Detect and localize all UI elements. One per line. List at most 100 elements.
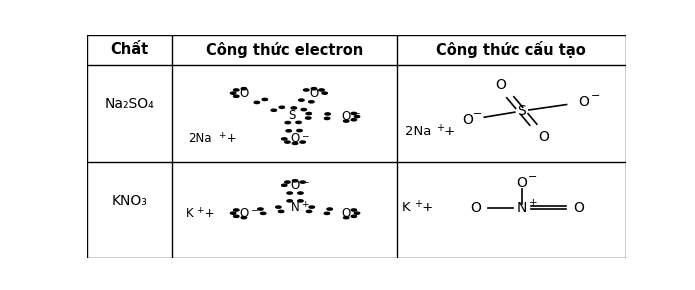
Circle shape xyxy=(309,101,314,103)
Text: −: − xyxy=(591,91,600,101)
Text: +: + xyxy=(414,199,423,209)
Text: O: O xyxy=(342,110,351,123)
Text: S: S xyxy=(288,109,296,122)
Circle shape xyxy=(325,117,330,119)
Circle shape xyxy=(291,107,297,109)
Text: O: O xyxy=(342,207,351,220)
Text: +: + xyxy=(201,207,214,220)
Circle shape xyxy=(351,112,357,115)
Circle shape xyxy=(258,208,263,210)
Circle shape xyxy=(287,192,293,194)
Text: K: K xyxy=(402,201,411,214)
Circle shape xyxy=(286,130,291,132)
Circle shape xyxy=(285,181,290,183)
Circle shape xyxy=(297,192,303,194)
Circle shape xyxy=(351,119,357,121)
Text: +: + xyxy=(530,198,538,208)
Text: Na₂SO₄: Na₂SO₄ xyxy=(104,97,154,111)
Text: +: + xyxy=(440,125,455,137)
Text: −: − xyxy=(352,108,360,117)
Circle shape xyxy=(234,215,239,218)
Text: +: + xyxy=(418,201,434,214)
Circle shape xyxy=(306,117,311,119)
Text: −: − xyxy=(301,177,309,186)
Circle shape xyxy=(351,215,357,218)
Text: 2Na: 2Na xyxy=(188,133,212,145)
Circle shape xyxy=(276,206,281,208)
Circle shape xyxy=(285,141,290,143)
Circle shape xyxy=(241,217,247,219)
Circle shape xyxy=(234,95,239,97)
Text: −: − xyxy=(301,131,309,140)
Circle shape xyxy=(354,212,360,214)
Text: −: − xyxy=(528,172,537,182)
Circle shape xyxy=(300,181,305,183)
Text: Công thức cấu tạo: Công thức cấu tạo xyxy=(436,41,586,58)
Circle shape xyxy=(304,89,309,91)
Text: N: N xyxy=(291,201,300,214)
Circle shape xyxy=(281,184,287,186)
Circle shape xyxy=(287,200,293,202)
Circle shape xyxy=(296,121,301,124)
Text: S: S xyxy=(518,104,526,118)
Circle shape xyxy=(301,108,306,111)
Circle shape xyxy=(279,210,284,213)
Text: O: O xyxy=(516,176,528,190)
Circle shape xyxy=(325,212,329,215)
Circle shape xyxy=(299,99,304,101)
Text: +: + xyxy=(301,200,309,209)
Text: −: − xyxy=(473,109,482,119)
Text: +: + xyxy=(196,206,204,215)
Text: O: O xyxy=(578,95,589,109)
Circle shape xyxy=(306,113,311,115)
Circle shape xyxy=(271,109,277,111)
Circle shape xyxy=(309,206,314,208)
Circle shape xyxy=(254,101,259,104)
Circle shape xyxy=(322,92,327,94)
Text: +: + xyxy=(223,133,237,145)
Circle shape xyxy=(300,141,305,143)
Text: +: + xyxy=(436,123,444,133)
Text: O: O xyxy=(291,133,300,145)
Circle shape xyxy=(306,210,312,213)
Circle shape xyxy=(262,98,268,101)
Circle shape xyxy=(241,88,247,90)
Text: O: O xyxy=(495,78,506,92)
Circle shape xyxy=(281,138,287,140)
Text: −: − xyxy=(250,205,257,214)
Circle shape xyxy=(285,122,291,124)
Text: O: O xyxy=(538,130,549,144)
Text: 2Na: 2Na xyxy=(404,125,431,137)
Text: O: O xyxy=(462,113,473,127)
Circle shape xyxy=(279,106,284,108)
Text: O: O xyxy=(239,207,249,220)
Text: KNO₃: KNO₃ xyxy=(111,194,147,208)
Circle shape xyxy=(343,217,349,219)
Text: Công thức electron: Công thức electron xyxy=(206,42,363,58)
Circle shape xyxy=(311,88,317,90)
Circle shape xyxy=(343,120,349,122)
Circle shape xyxy=(231,92,236,94)
Text: O: O xyxy=(309,87,318,100)
Circle shape xyxy=(319,89,324,91)
Text: +: + xyxy=(218,131,225,140)
Circle shape xyxy=(293,180,297,182)
Circle shape xyxy=(234,89,239,91)
Text: O: O xyxy=(573,201,584,215)
Text: O: O xyxy=(291,179,300,192)
Circle shape xyxy=(297,200,303,202)
Text: Chất: Chất xyxy=(111,42,149,57)
Text: O: O xyxy=(239,87,249,100)
Circle shape xyxy=(351,209,357,211)
Circle shape xyxy=(231,212,236,214)
Text: O: O xyxy=(471,201,482,215)
Circle shape xyxy=(234,209,239,211)
Circle shape xyxy=(297,129,302,132)
Circle shape xyxy=(261,212,266,215)
Circle shape xyxy=(327,208,332,210)
Text: K: K xyxy=(186,207,193,220)
Text: N: N xyxy=(516,201,527,215)
Circle shape xyxy=(325,113,330,115)
Circle shape xyxy=(293,142,297,144)
Circle shape xyxy=(354,115,360,118)
